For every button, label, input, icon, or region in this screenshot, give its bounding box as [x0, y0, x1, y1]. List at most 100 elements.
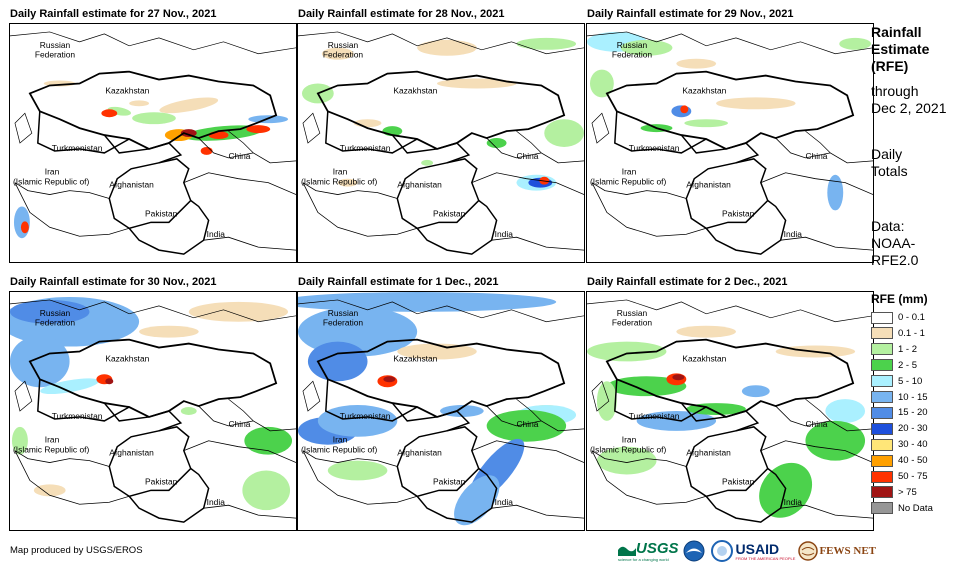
country-label-iran_2: (Islamic Republic of) — [301, 177, 378, 187]
country-label-iran_2: (Islamic Republic of) — [13, 445, 90, 455]
legend-swatch — [871, 327, 893, 340]
country-label-china: China — [228, 419, 250, 429]
country-label-china: China — [228, 151, 250, 161]
country-label-iran_1: Iran — [622, 435, 637, 445]
legend-swatch — [871, 311, 893, 324]
usgs-wave-icon — [618, 546, 636, 556]
country-label-russia_2: Federation — [323, 50, 364, 60]
legend-label: > 75 — [898, 486, 917, 498]
fewsnet-logo-text: FEWS NET — [819, 545, 876, 557]
legend-item: 50 - 75 — [871, 469, 928, 484]
country-label-afghanistan: Afghanistan — [397, 448, 442, 458]
country-label-russia_1: Russian — [617, 308, 648, 318]
fewsnet-globe-icon — [798, 541, 819, 561]
legend-label: 20 - 30 — [898, 423, 928, 435]
panel-title-29-nov: Daily Rainfall estimate for 29 Nov., 202… — [587, 8, 794, 20]
country-label-turkmenistan: Turkmenistan — [52, 411, 103, 421]
country-label-turkmenistan: Turkmenistan — [629, 411, 680, 421]
panel-title-1-dec: Daily Rainfall estimate for 1 Dec., 2021 — [298, 276, 499, 288]
country-label-iran_1: Iran — [622, 167, 637, 177]
map-panel: Russian Federation Kazakhstan Turkmenistan I… — [586, 23, 874, 263]
country-label-iran_1: Iran — [45, 167, 60, 177]
side-noaa: NOAA- — [871, 235, 916, 251]
country-label-iran_2: (Islamic Republic of) — [590, 445, 667, 455]
map-panel: Russian Federation Kazakhstan Turkmenistan I… — [297, 291, 585, 531]
legend-label: 10 - 15 — [898, 391, 928, 403]
legend-label: 40 - 50 — [898, 455, 928, 467]
borders — [587, 299, 873, 523]
country-label-kazakhstan: Kazakhstan — [393, 353, 437, 363]
country-label-iran_1: Iran — [333, 167, 348, 177]
legend-swatch — [871, 502, 893, 515]
doi-seal-icon — [710, 540, 733, 562]
country-label-kazakhstan: Kazakhstan — [105, 353, 149, 363]
logo-strip: USGS science for a changing world USAID … — [618, 539, 876, 563]
map-panel: Russian Federation Kazakhstan Turkmenistan I… — [9, 291, 297, 531]
country-label-turkmenistan: Turkmenistan — [629, 143, 680, 153]
legend-item: 15 - 20 — [871, 405, 928, 420]
country-label-russia_1: Russian — [40, 308, 71, 318]
country-label-china: China — [516, 151, 538, 161]
legend-swatch — [871, 343, 893, 356]
country-label-india: India — [207, 497, 226, 507]
legend-item: 2 - 5 — [871, 358, 917, 373]
usgs-logo: USGS science for a changing world — [618, 540, 679, 562]
map-panel: Russian Federation Kazakhstan Turkmenistan I… — [9, 23, 297, 263]
legend-swatch — [871, 454, 893, 467]
country-label-turkmenistan: Turkmenistan — [340, 411, 391, 421]
country-label-china: China — [805, 419, 827, 429]
usaid-logo: USAID FROM THE AMERICAN PEOPLE — [735, 540, 796, 561]
country-label-russia_1: Russian — [617, 40, 648, 50]
country-label-russia_2: Federation — [612, 50, 653, 60]
country-label-india: India — [784, 497, 803, 507]
legend-label: 5 - 10 — [898, 375, 923, 387]
legend-swatch — [871, 406, 893, 419]
rainfall-layer — [301, 37, 584, 191]
country-label-kazakhstan: Kazakhstan — [393, 85, 437, 95]
noaa-logo-icon — [683, 540, 705, 562]
country-label-china: China — [516, 419, 538, 429]
country-label-russia_1: Russian — [328, 40, 359, 50]
country-label-iran_1: Iran — [45, 435, 60, 445]
side-date: Dec 2, 2021 — [871, 100, 947, 116]
side-title-rfe: (RFE) — [871, 58, 909, 74]
legend-swatch — [871, 422, 893, 435]
side-title-estimate: Estimate — [871, 41, 930, 57]
country-label-russia_2: Federation — [35, 318, 76, 328]
legend-item: 1 - 2 — [871, 342, 917, 357]
legend-item: 20 - 30 — [871, 421, 928, 436]
country-label-russia_1: Russian — [328, 308, 359, 318]
legend-item: 0 - 0.1 — [871, 310, 925, 325]
legend-swatch — [871, 375, 893, 388]
country-label-russia_2: Federation — [35, 50, 76, 60]
country-label-china: China — [805, 151, 827, 161]
credit-text: Map produced by USGS/EROS — [10, 545, 143, 556]
country-label-afghanistan: Afghanistan — [686, 180, 731, 190]
map-panel: Russian Federation Kazakhstan Turkmenistan I… — [297, 23, 585, 263]
country-label-russia_2: Federation — [612, 318, 653, 328]
side-data: Data: — [871, 218, 905, 234]
country-label-india: India — [495, 497, 514, 507]
legend-swatch — [871, 470, 893, 483]
panel-title-2-dec: Daily Rainfall estimate for 2 Dec., 2021 — [587, 276, 788, 288]
legend-label: No Data — [898, 502, 933, 514]
side-daily: Daily — [871, 146, 903, 162]
legend-label: 30 - 40 — [898, 439, 928, 451]
country-label-pakistan: Pakistan — [433, 476, 466, 486]
panel-title-30-nov: Daily Rainfall estimate for 30 Nov., 202… — [10, 276, 217, 288]
rainfall-layer — [10, 296, 293, 511]
country-label-india: India — [207, 229, 226, 239]
borders — [298, 31, 584, 255]
country-label-afghanistan: Afghanistan — [109, 180, 154, 190]
side-totals: Totals — [871, 163, 908, 179]
